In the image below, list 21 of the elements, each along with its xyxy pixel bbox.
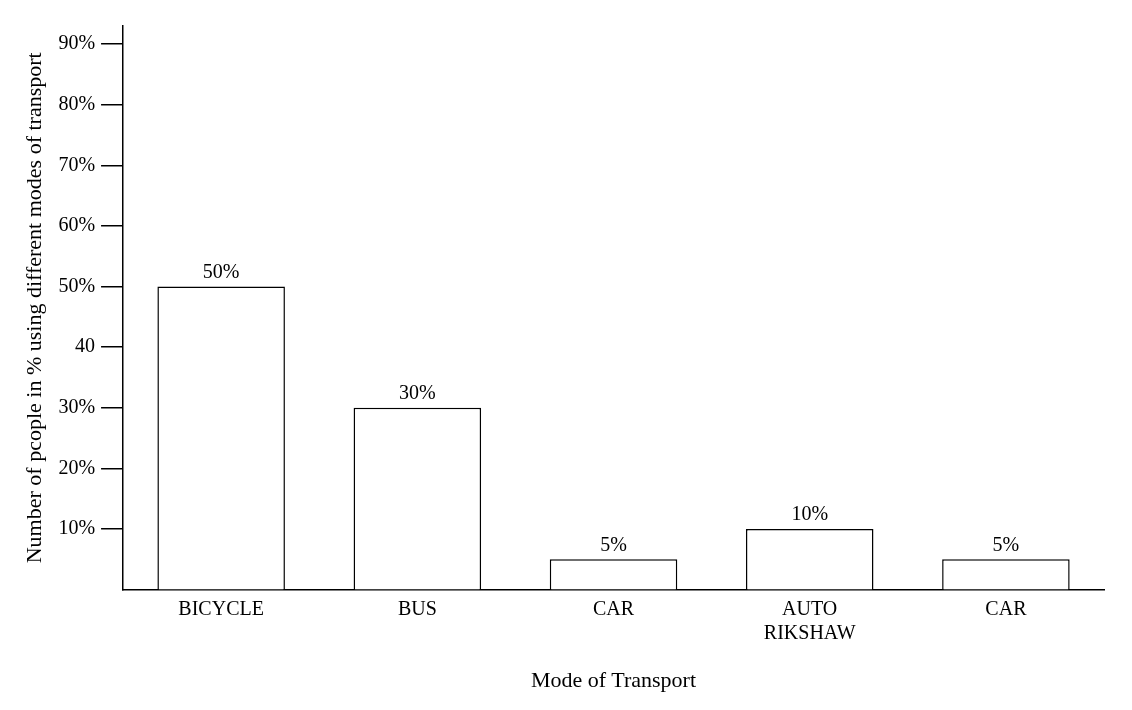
x-tick-label: BICYCLE [178, 596, 264, 619]
data-label: 30% [399, 381, 436, 404]
y-tick-label: 60% [58, 213, 96, 236]
y-tick-label: 70% [58, 152, 96, 175]
data-label: 5% [992, 532, 1020, 555]
y-tick-label: 50% [58, 273, 96, 296]
data-label: 5% [600, 532, 627, 555]
y-tick-label: 80% [58, 92, 96, 115]
y-tick-label: 10% [58, 516, 96, 539]
y-tick-label: 30% [58, 395, 96, 418]
y-axis-title: Number of pcople in % using different modes of transport [20, 52, 46, 564]
data-label: 10% [791, 502, 829, 525]
x-tick-label: CAR [592, 596, 635, 619]
y-tick-label: 40 [75, 334, 96, 357]
x-tick-label: BUS [397, 596, 437, 619]
y-tick-label: 90% [58, 31, 96, 54]
data-label: 50% [202, 259, 240, 282]
y-tick-label: 20% [58, 455, 96, 478]
x-axis-title: Mode of Transport [531, 666, 697, 692]
x-tick-label: AUTO RIKSHAW [763, 596, 856, 643]
x-tick-label: CAR [985, 596, 1028, 619]
